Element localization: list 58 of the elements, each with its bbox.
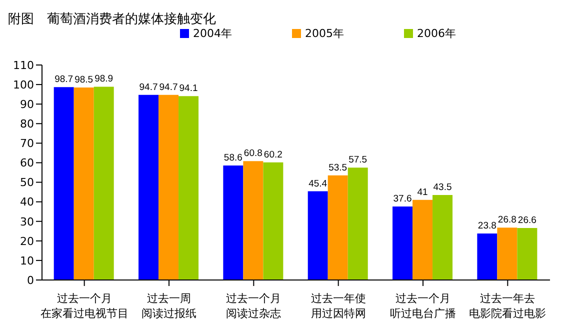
data-label: 23.8 (478, 220, 496, 232)
bar (308, 191, 328, 280)
y-tick-label: 20 (20, 234, 34, 248)
data-label: 41 (417, 186, 428, 198)
y-tick-label: 30 (20, 215, 34, 228)
data-label: 58.6 (224, 152, 242, 164)
y-tick-label: 70 (20, 137, 34, 150)
y-tick-label: 90 (20, 98, 34, 111)
data-label: 26.8 (498, 214, 516, 226)
data-label: 94.7 (159, 82, 178, 93)
bar (328, 175, 348, 280)
bar (497, 228, 518, 280)
data-label: 37.6 (393, 194, 412, 205)
data-label: 98.9 (94, 74, 114, 85)
data-label: 60.8 (244, 148, 262, 160)
bar (243, 161, 264, 280)
bar (94, 86, 114, 280)
x-tick-label: 过去一个月在家看过电视节目 (40, 292, 128, 320)
data-label: 94.7 (139, 82, 158, 93)
x-tick-label: 过去一年去电影院看过电影 (469, 292, 546, 320)
data-label: 94.1 (179, 83, 198, 94)
data-label: 45.4 (308, 178, 328, 190)
chart-title: 附图 葡萄酒消费者的媒体接触变化 (8, 11, 216, 28)
data-label: 98.5 (74, 74, 94, 86)
bar (432, 194, 453, 280)
y-tick-label: 50 (20, 176, 34, 190)
bar (54, 87, 74, 280)
legend-label: 2004年 (193, 27, 232, 40)
bar (263, 162, 284, 280)
y-tick-label: 80 (20, 118, 34, 131)
bar (138, 94, 159, 280)
legend-label: 2005年 (305, 27, 344, 40)
bar (477, 233, 498, 280)
bar (74, 87, 94, 280)
bar (412, 200, 433, 280)
bar (178, 96, 199, 280)
bar (392, 206, 413, 280)
bar (517, 228, 538, 280)
bar (158, 94, 179, 280)
data-label: 26.6 (518, 215, 536, 226)
data-label: 57.5 (348, 154, 368, 166)
data-label: 60.2 (264, 149, 282, 160)
data-label: 43.5 (433, 182, 452, 193)
y-tick-label: 0 (27, 274, 34, 287)
bar (348, 168, 368, 280)
x-tick-label: 过去一个月听过电台广播 (390, 292, 456, 320)
data-label: 53.5 (328, 162, 348, 174)
x-tick-label: 过去一周阅读过报纸 (142, 292, 196, 320)
y-tick-label: 40 (20, 196, 34, 209)
y-tick-label: 10 (20, 254, 34, 268)
y-tick-label: 100 (13, 78, 34, 92)
x-tick-label: 过去一年使用过因特网 (310, 292, 366, 320)
x-tick-label: 过去一个月阅读过杂志 (226, 292, 282, 320)
y-tick-label: 110 (13, 58, 34, 72)
y-tick-label: 60 (20, 156, 34, 170)
bar (223, 165, 244, 280)
legend-label: 2006年 (417, 27, 456, 40)
data-label: 98.7 (54, 74, 74, 86)
